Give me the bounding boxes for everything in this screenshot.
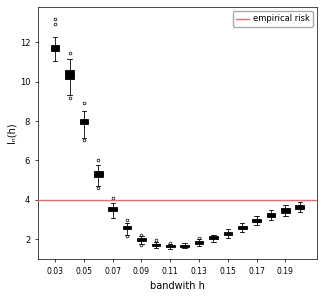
PathPatch shape: [152, 243, 160, 246]
PathPatch shape: [166, 245, 175, 247]
PathPatch shape: [94, 171, 103, 177]
PathPatch shape: [238, 226, 247, 229]
PathPatch shape: [195, 241, 203, 243]
PathPatch shape: [180, 245, 189, 247]
X-axis label: bandwith h: bandwith h: [150, 281, 205, 291]
PathPatch shape: [224, 232, 232, 235]
PathPatch shape: [252, 218, 261, 222]
PathPatch shape: [209, 236, 218, 239]
PathPatch shape: [109, 207, 117, 211]
PathPatch shape: [267, 212, 275, 217]
PathPatch shape: [80, 119, 88, 125]
PathPatch shape: [295, 205, 304, 209]
PathPatch shape: [123, 226, 132, 229]
Legend: empirical risk: empirical risk: [233, 11, 313, 27]
PathPatch shape: [51, 45, 59, 51]
Y-axis label: Iₙ(h): Iₙ(h): [7, 122, 17, 143]
PathPatch shape: [65, 69, 74, 79]
PathPatch shape: [281, 208, 290, 213]
PathPatch shape: [137, 238, 146, 240]
